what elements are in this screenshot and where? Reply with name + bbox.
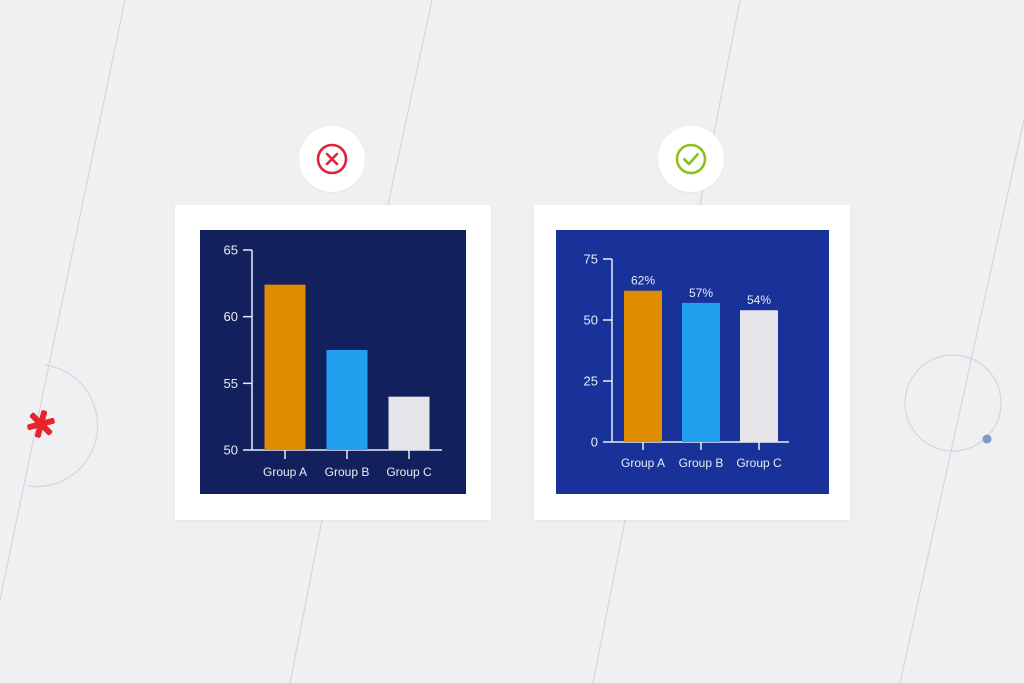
x-category-label: Group C bbox=[736, 456, 782, 470]
bad-example-card: 50 55 60 65 Group A Group B Group C bbox=[175, 205, 491, 520]
x-category-label: Group A bbox=[263, 465, 307, 479]
asterisk-icon bbox=[27, 410, 55, 438]
y-tick-label: 25 bbox=[584, 374, 598, 389]
bar-group-c bbox=[740, 310, 778, 442]
x-category-label: Group A bbox=[621, 456, 665, 470]
y-tick-label: 0 bbox=[591, 435, 598, 450]
y-tick-label: 60 bbox=[224, 309, 238, 324]
data-label: 57% bbox=[689, 286, 713, 300]
decor-circle bbox=[904, 354, 1002, 452]
bar-group-b bbox=[682, 302, 720, 442]
y-tick-label: 50 bbox=[584, 313, 598, 328]
bar-group-a bbox=[264, 284, 306, 450]
bad-example-chart: 50 55 60 65 Group A Group B Group C bbox=[200, 230, 466, 494]
decor-diagonal-line bbox=[289, 519, 323, 683]
y-tick-label: 55 bbox=[224, 376, 238, 391]
y-tick-label: 65 bbox=[224, 243, 238, 258]
decor-arc bbox=[27, 364, 99, 488]
y-tick-label: 75 bbox=[584, 252, 598, 267]
accent-dot bbox=[982, 434, 992, 444]
good-example-badge bbox=[658, 126, 724, 192]
x-category-label: Group B bbox=[679, 456, 724, 470]
bad-example-badge bbox=[299, 126, 365, 192]
bar-group-c bbox=[388, 396, 430, 450]
check-circle-icon bbox=[675, 143, 707, 175]
data-label: 54% bbox=[747, 293, 771, 307]
decor-diagonal-line bbox=[0, 0, 126, 601]
x-category-label: Group B bbox=[325, 465, 370, 479]
good-example-card: 0 25 50 75 62% 57% 54% Group A Group B Group C bbox=[534, 205, 850, 520]
data-label: 62% bbox=[631, 274, 655, 288]
y-tick-label: 50 bbox=[224, 443, 238, 458]
x-category-label: Group C bbox=[386, 465, 432, 479]
decor-diagonal-line bbox=[592, 519, 626, 683]
cross-circle-icon bbox=[316, 143, 348, 175]
bar-group-b bbox=[326, 350, 368, 450]
good-example-chart: 0 25 50 75 62% 57% 54% Group A Group B Group C bbox=[556, 230, 829, 494]
decor-diagonal-line bbox=[899, 119, 1024, 683]
decor-diagonal-line bbox=[387, 0, 433, 206]
bar-chart-zero-baseline: 0 25 50 75 62% 57% 54% Group A Group B Group C bbox=[584, 252, 789, 470]
bar-group-a bbox=[624, 290, 662, 442]
bar-chart-truncated-axis: 50 55 60 65 Group A Group B Group C bbox=[224, 243, 442, 479]
